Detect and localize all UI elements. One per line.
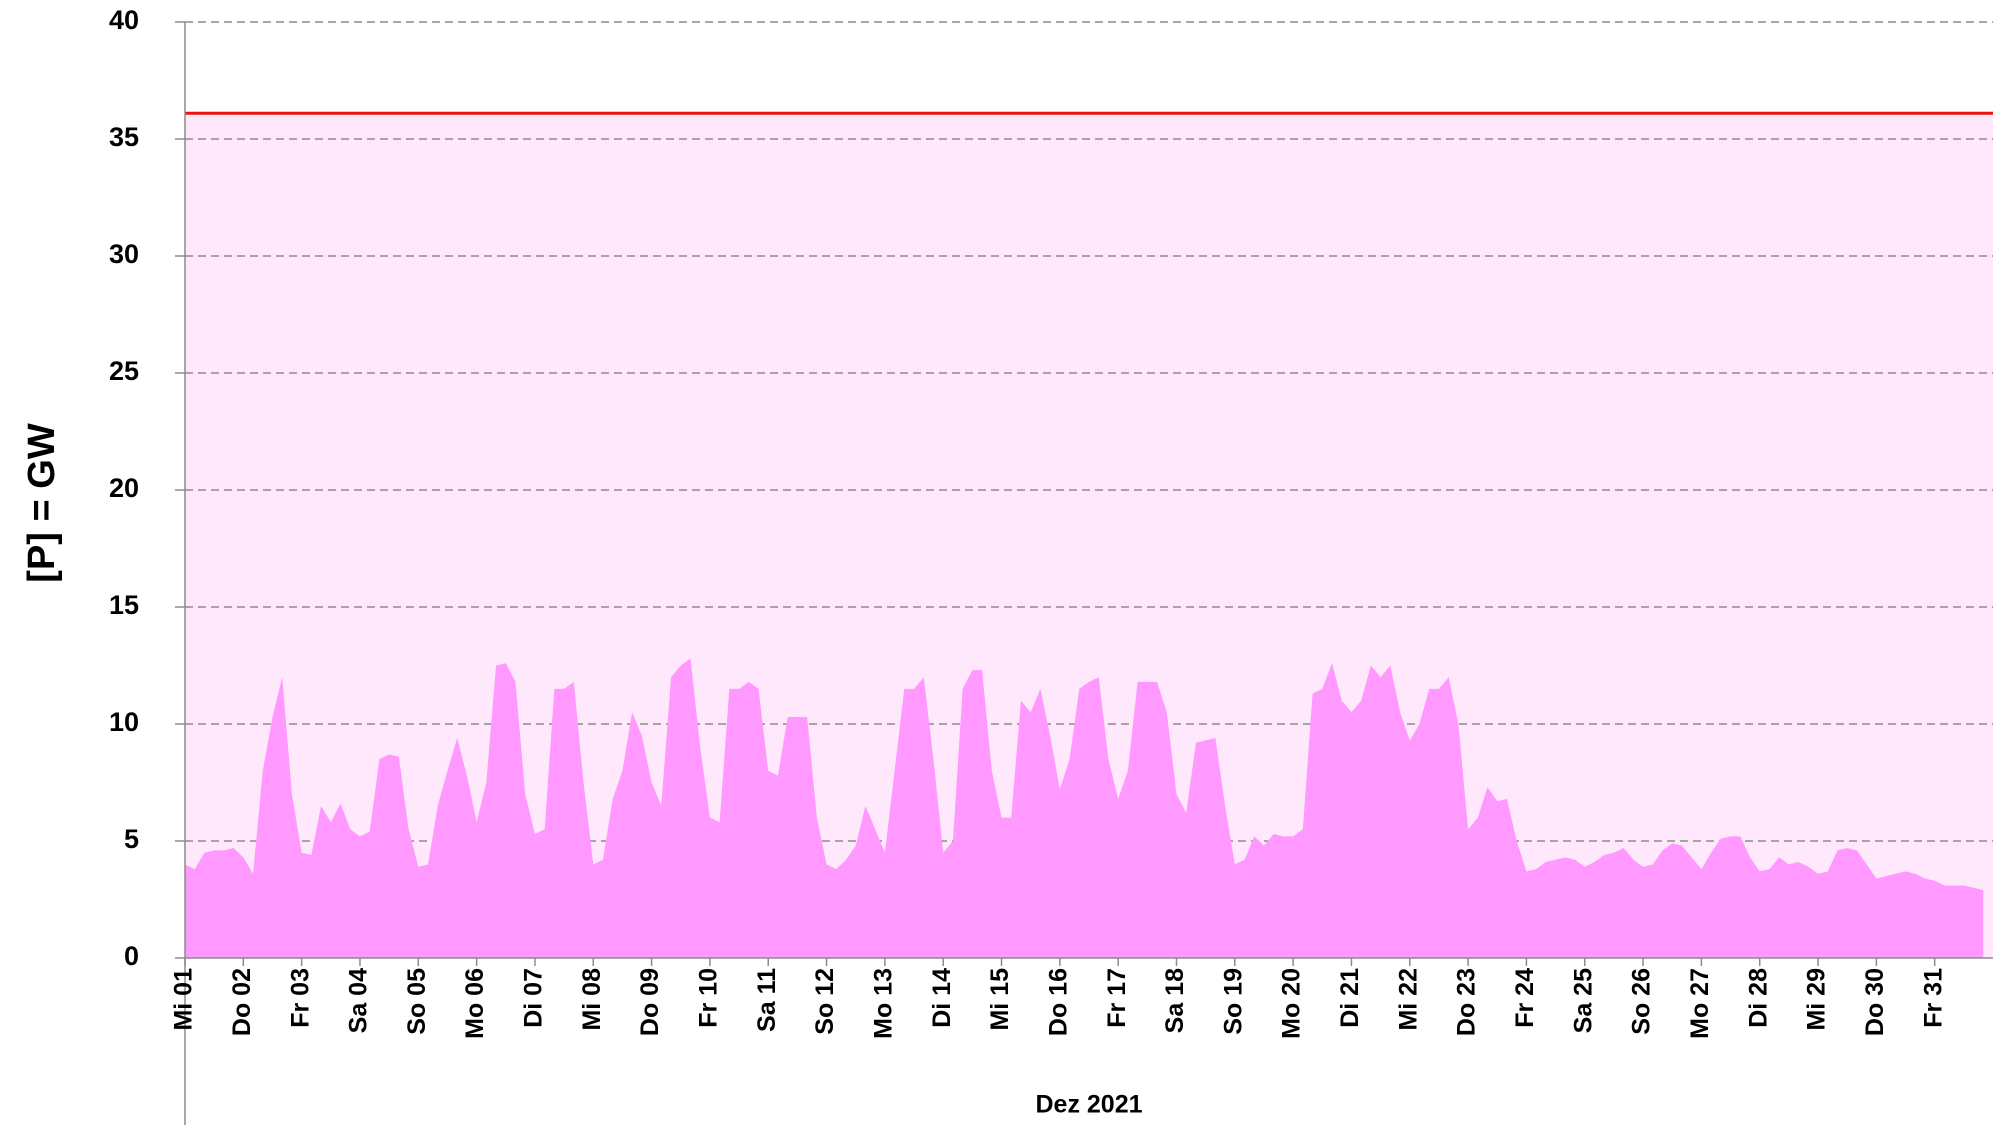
x-tick-label: Fr 24 <box>1511 968 1539 1028</box>
x-tick-label: Sa 25 <box>1569 968 1597 1033</box>
y-tick-label: 35 <box>109 122 139 152</box>
x-tick-label: So 26 <box>1628 968 1656 1035</box>
x-tick-label: Mi 08 <box>578 968 606 1031</box>
x-tick-label: Di 14 <box>928 968 956 1028</box>
x-tick-label: So 12 <box>811 968 839 1035</box>
x-tick-label: Sa 04 <box>345 968 373 1033</box>
y-tick-label: 10 <box>109 707 139 737</box>
x-tick-label: Fr 17 <box>1103 968 1131 1028</box>
x-tick-label: Mo 06 <box>461 968 489 1039</box>
x-tick-label: Sa 18 <box>1161 968 1189 1033</box>
x-tick-label: Mo 27 <box>1686 968 1714 1039</box>
x-tick-label: Do 16 <box>1044 968 1072 1036</box>
x-tick-label: Mo 13 <box>869 968 897 1039</box>
y-tick-label: 25 <box>109 356 139 386</box>
x-tick-label: Sa 11 <box>753 968 781 1032</box>
x-axis-label: Dez 2021 <box>1035 1091 1142 1119</box>
x-tick-label: Do 02 <box>228 968 256 1036</box>
x-tick-label: Do 23 <box>1453 968 1481 1036</box>
x-tick-label: Mo 20 <box>1278 968 1306 1039</box>
x-tick-label: Mi 15 <box>986 968 1014 1031</box>
x-tick-label: Mi 01 <box>170 968 198 1031</box>
x-tick-label: Di 07 <box>520 968 548 1028</box>
x-tick-label: Mi 29 <box>1803 968 1831 1031</box>
y-tick-label: 20 <box>109 473 139 503</box>
y-tick-label: 0 <box>124 941 139 971</box>
x-tick-label: Fr 03 <box>286 968 314 1028</box>
y-tick-label: 5 <box>124 824 139 854</box>
x-tick-label: Mi 22 <box>1394 968 1422 1031</box>
y-tick-label: 15 <box>109 590 139 620</box>
x-tick-label: Fr 10 <box>695 968 723 1028</box>
x-tick-label: Fr 31 <box>1919 968 1947 1028</box>
y-tick-label: 40 <box>109 5 139 35</box>
x-tick-label: Do 09 <box>636 968 664 1036</box>
x-tick-label: Do 30 <box>1861 968 1889 1036</box>
y-tick-label: 30 <box>109 239 139 269</box>
area <box>185 658 1984 958</box>
y-axis-label: [P] = GW <box>21 423 63 583</box>
x-tick-label: So 05 <box>403 968 431 1035</box>
x-tick-label: Di 28 <box>1744 968 1772 1028</box>
x-tick-label: So 19 <box>1219 968 1247 1035</box>
x-tick-label: Di 21 <box>1336 968 1364 1028</box>
